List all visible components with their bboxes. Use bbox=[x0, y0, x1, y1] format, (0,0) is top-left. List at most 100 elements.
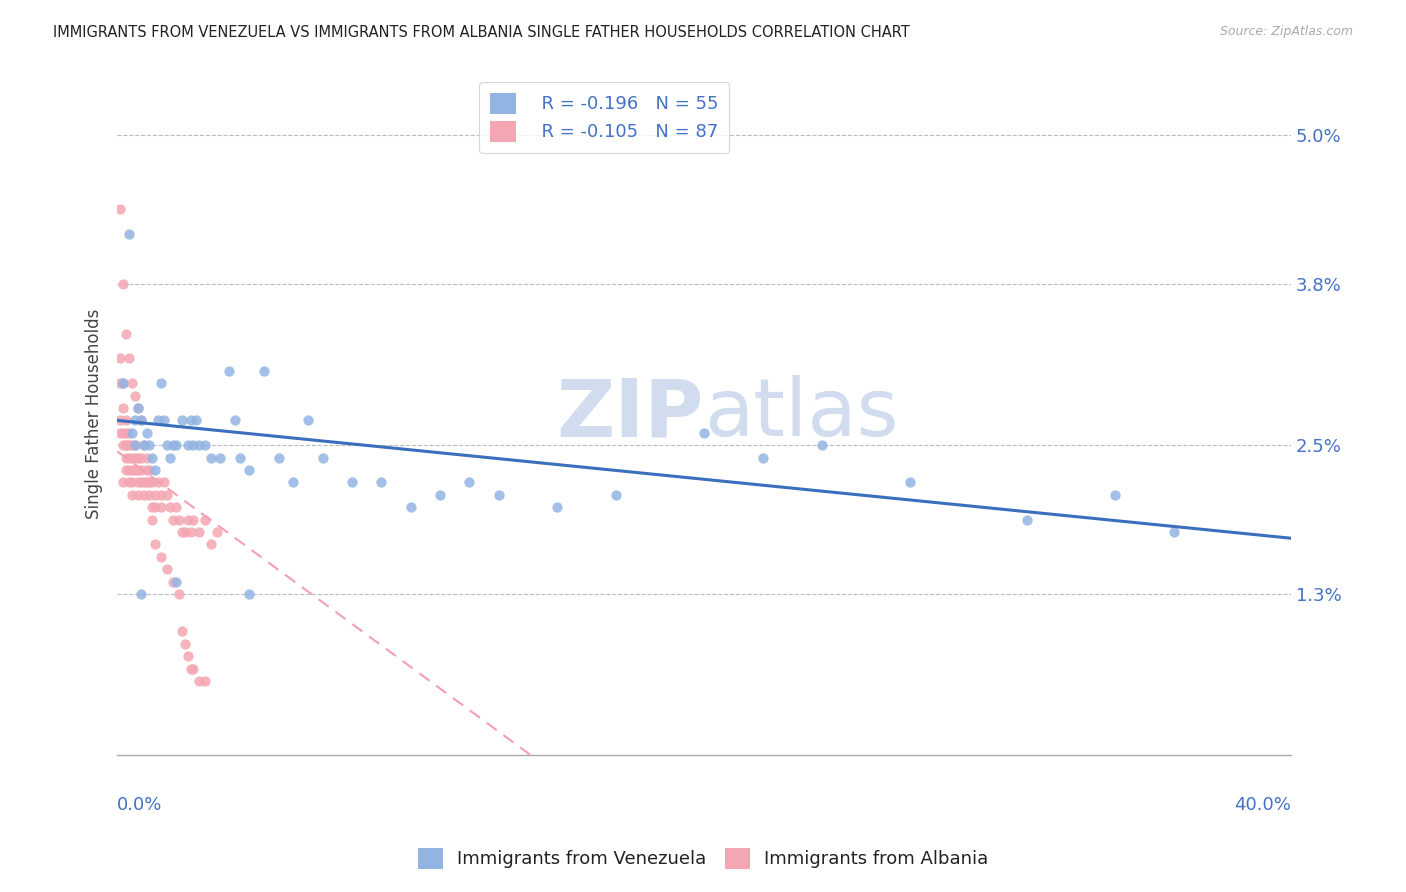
Point bbox=[129, 413, 152, 427]
Point bbox=[108, 376, 131, 391]
Point bbox=[124, 388, 146, 402]
Point bbox=[159, 500, 181, 515]
Point bbox=[150, 549, 173, 564]
Point bbox=[183, 661, 205, 675]
Point bbox=[127, 450, 149, 465]
Point bbox=[115, 413, 138, 427]
Point bbox=[546, 500, 568, 515]
Point bbox=[115, 463, 138, 477]
Point bbox=[283, 475, 305, 490]
Point bbox=[150, 376, 173, 391]
Point bbox=[129, 413, 152, 427]
Point bbox=[115, 425, 138, 440]
Point bbox=[165, 574, 187, 589]
Point bbox=[135, 475, 157, 490]
Point bbox=[399, 500, 422, 515]
Point bbox=[118, 450, 141, 465]
Point bbox=[135, 450, 157, 465]
Point bbox=[150, 488, 173, 502]
Text: atlas: atlas bbox=[704, 376, 898, 453]
Point bbox=[194, 673, 217, 688]
Point bbox=[115, 438, 138, 452]
Point bbox=[186, 413, 208, 427]
Point bbox=[118, 227, 141, 242]
Point bbox=[141, 450, 163, 465]
Point bbox=[188, 438, 211, 452]
Point bbox=[159, 450, 181, 465]
Point bbox=[129, 475, 152, 490]
Point bbox=[121, 438, 143, 452]
Point bbox=[162, 438, 184, 452]
Point bbox=[194, 513, 217, 527]
Point bbox=[108, 425, 131, 440]
Text: 40.0%: 40.0% bbox=[1234, 797, 1291, 814]
Point bbox=[194, 438, 217, 452]
Point bbox=[112, 425, 135, 440]
Point bbox=[108, 202, 131, 217]
Point bbox=[180, 413, 202, 427]
Point bbox=[176, 649, 198, 664]
Point bbox=[124, 450, 146, 465]
Point bbox=[127, 475, 149, 490]
Point bbox=[458, 475, 481, 490]
Point bbox=[138, 488, 160, 502]
Point bbox=[124, 413, 146, 427]
Y-axis label: Single Father Households: Single Father Households bbox=[86, 309, 103, 519]
Point bbox=[176, 513, 198, 527]
Point bbox=[170, 624, 193, 639]
Point bbox=[124, 438, 146, 452]
Point bbox=[108, 351, 131, 366]
Point bbox=[165, 500, 187, 515]
Point bbox=[205, 524, 228, 539]
Point bbox=[229, 450, 252, 465]
Point bbox=[124, 438, 146, 452]
Point bbox=[132, 438, 155, 452]
Point bbox=[188, 524, 211, 539]
Point bbox=[115, 438, 138, 452]
Point bbox=[153, 413, 176, 427]
Point bbox=[253, 364, 276, 378]
Point bbox=[118, 425, 141, 440]
Point bbox=[129, 450, 152, 465]
Point bbox=[143, 463, 166, 477]
Point bbox=[156, 438, 179, 452]
Point bbox=[153, 475, 176, 490]
Point bbox=[183, 513, 205, 527]
Point bbox=[297, 413, 319, 427]
Text: Source: ZipAtlas.com: Source: ZipAtlas.com bbox=[1219, 25, 1353, 38]
Point bbox=[118, 351, 141, 366]
Point bbox=[810, 438, 832, 452]
Point bbox=[141, 513, 163, 527]
Point bbox=[112, 438, 135, 452]
Point bbox=[156, 488, 179, 502]
Text: 0.0%: 0.0% bbox=[117, 797, 163, 814]
Point bbox=[132, 438, 155, 452]
Point bbox=[1104, 488, 1126, 502]
Point bbox=[112, 376, 135, 391]
Point bbox=[176, 438, 198, 452]
Point bbox=[752, 450, 775, 465]
Point bbox=[238, 587, 260, 601]
Point bbox=[167, 513, 190, 527]
Text: IMMIGRANTS FROM VENEZUELA VS IMMIGRANTS FROM ALBANIA SINGLE FATHER HOUSEHOLDS CO: IMMIGRANTS FROM VENEZUELA VS IMMIGRANTS … bbox=[53, 25, 910, 40]
Point bbox=[112, 401, 135, 415]
Point bbox=[1015, 513, 1038, 527]
Point bbox=[693, 425, 716, 440]
Point bbox=[200, 537, 222, 551]
Legend:   R = -0.196   N = 55,   R = -0.105   N = 87: R = -0.196 N = 55, R = -0.105 N = 87 bbox=[479, 82, 730, 153]
Point bbox=[121, 425, 143, 440]
Point bbox=[267, 450, 290, 465]
Point bbox=[121, 450, 143, 465]
Point bbox=[170, 524, 193, 539]
Point bbox=[138, 475, 160, 490]
Point bbox=[340, 475, 363, 490]
Point bbox=[112, 277, 135, 291]
Text: ZIP: ZIP bbox=[557, 376, 704, 453]
Point bbox=[118, 438, 141, 452]
Point bbox=[143, 488, 166, 502]
Point bbox=[156, 562, 179, 576]
Point bbox=[150, 500, 173, 515]
Point bbox=[370, 475, 392, 490]
Point bbox=[429, 488, 451, 502]
Point bbox=[121, 475, 143, 490]
